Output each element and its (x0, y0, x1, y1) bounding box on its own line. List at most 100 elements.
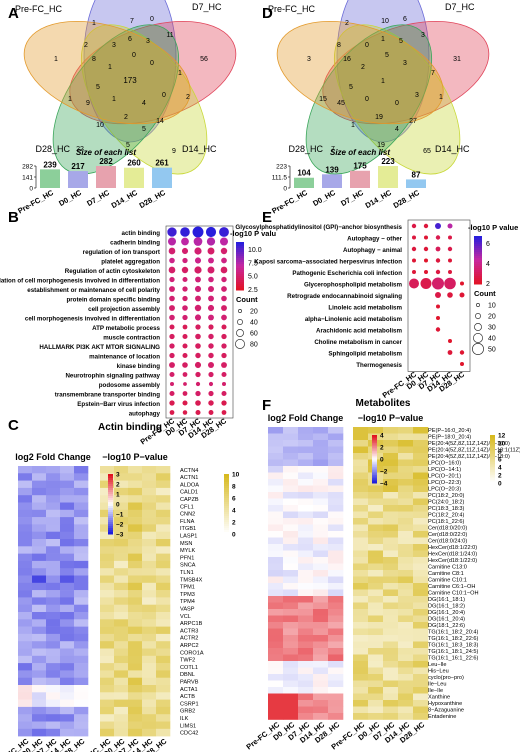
p-cell (353, 602, 369, 610)
fc-cell (74, 692, 89, 700)
p-cell (114, 612, 129, 620)
fc-cell (268, 524, 284, 532)
fc-cell (313, 459, 329, 467)
size-legend-circle (472, 343, 484, 355)
heatmap-row-label: ILK (180, 716, 189, 722)
fc-cell (313, 687, 329, 694)
fc-cell (283, 576, 299, 584)
fc-cell (283, 648, 299, 655)
fc-cell (298, 628, 314, 636)
p-cell (142, 539, 157, 547)
p-cell (353, 459, 369, 467)
dotplot-frame (165, 225, 234, 419)
fc-cell (60, 517, 75, 525)
dotplot-term-label: Autophagy − animal (343, 247, 402, 254)
p-cell (353, 628, 369, 636)
fc-colorbar-swatch (108, 482, 113, 485)
dotplot-term-label: Pathogenic Escherichia coli infection (292, 270, 402, 277)
bars-y-tick-label: 282 (22, 164, 33, 171)
dotplot-term-label: Autophagy − other (347, 236, 402, 243)
p-cell (100, 575, 115, 584)
fc-colorbar-swatch (372, 449, 377, 452)
fc-cell (298, 706, 314, 714)
p-cell (368, 485, 384, 493)
fc-cell (18, 568, 33, 576)
fc-cell (313, 524, 329, 532)
dot (208, 400, 214, 406)
heatmap-row-label: FLNA (180, 519, 195, 525)
bar-value-label: 260 (127, 159, 141, 168)
p-cell (114, 706, 129, 715)
p-cell (156, 539, 171, 547)
venn-set-ellipse (69, 20, 237, 125)
p-colorbar-tick: 10 (232, 472, 240, 479)
fc-cell (268, 687, 284, 694)
fc-cell (18, 626, 33, 635)
venn-region-count: 0 (162, 92, 166, 99)
p-cell (128, 502, 143, 511)
dot (221, 286, 227, 292)
fc-cell (46, 641, 61, 649)
p-cell (353, 518, 369, 525)
heatmap-row-label: TPM4 (180, 599, 195, 605)
fc-cell (18, 509, 33, 518)
p-cell (383, 511, 399, 519)
p-cell (353, 479, 369, 486)
p-cell (368, 680, 384, 688)
fc-cell (298, 550, 314, 558)
fc-cell (283, 485, 299, 493)
p-cell (100, 612, 115, 620)
p-cell (100, 699, 115, 708)
p-colorbar-swatch (224, 520, 229, 523)
dot (195, 352, 201, 359)
fc-colorbar-swatch (372, 438, 377, 441)
fc-cell (328, 635, 344, 642)
heatmap-row-label: LIMS1 (180, 723, 196, 729)
bar-category-label: Pre-FC_HC (16, 188, 55, 216)
fc-cell (46, 692, 61, 700)
p-cell (398, 472, 414, 480)
venn-region-count: 10 (96, 122, 104, 129)
p-cell (413, 654, 429, 662)
p-cell (100, 670, 115, 678)
p-cell (128, 706, 143, 715)
fc-cell (298, 498, 314, 506)
fc-cell (298, 459, 314, 467)
fc-cell (268, 466, 284, 473)
color-legend-swatch (474, 242, 482, 245)
p-cell (353, 596, 369, 603)
dot (180, 227, 190, 237)
size-legend-tick: 30 (488, 325, 496, 332)
p-cell (398, 680, 414, 688)
dotplot-term-label: Retrograde endocannabinoid signaling (287, 293, 402, 300)
color-legend-swatch (236, 258, 244, 261)
p-cell (368, 713, 384, 720)
venn-region-count: 31 (453, 56, 461, 63)
dot (423, 223, 429, 229)
fc-cell (268, 680, 284, 688)
p-colorbar-tick: 2 (498, 473, 502, 480)
p-cell (114, 509, 129, 518)
heatmap-row-label: DG(16:1_20:4) (428, 610, 465, 616)
fc-colorbar-swatch (372, 468, 377, 471)
p-cell (353, 537, 369, 545)
p-cell (353, 615, 369, 623)
heatmap-row-label: VASP (180, 607, 195, 613)
fc-cell (313, 453, 329, 460)
dot (220, 266, 228, 274)
p-cell (142, 692, 157, 700)
p-colorbar-swatch (490, 460, 495, 463)
heatmap-row-label: VCL (180, 614, 191, 620)
fc-cell (18, 575, 33, 584)
p-cell (142, 714, 157, 722)
fc-cell (298, 654, 314, 662)
p-cell (156, 714, 171, 722)
p-cell (398, 498, 414, 506)
heatmap-c: Actin binding log2 Fold Change −log10 P−va… (0, 422, 240, 752)
bar (406, 179, 426, 188)
p-cell (100, 692, 115, 700)
fc-cell (313, 583, 329, 590)
dot (167, 227, 177, 237)
fc-cell (298, 609, 314, 616)
fc-colorbar-tick: 0 (116, 502, 120, 509)
